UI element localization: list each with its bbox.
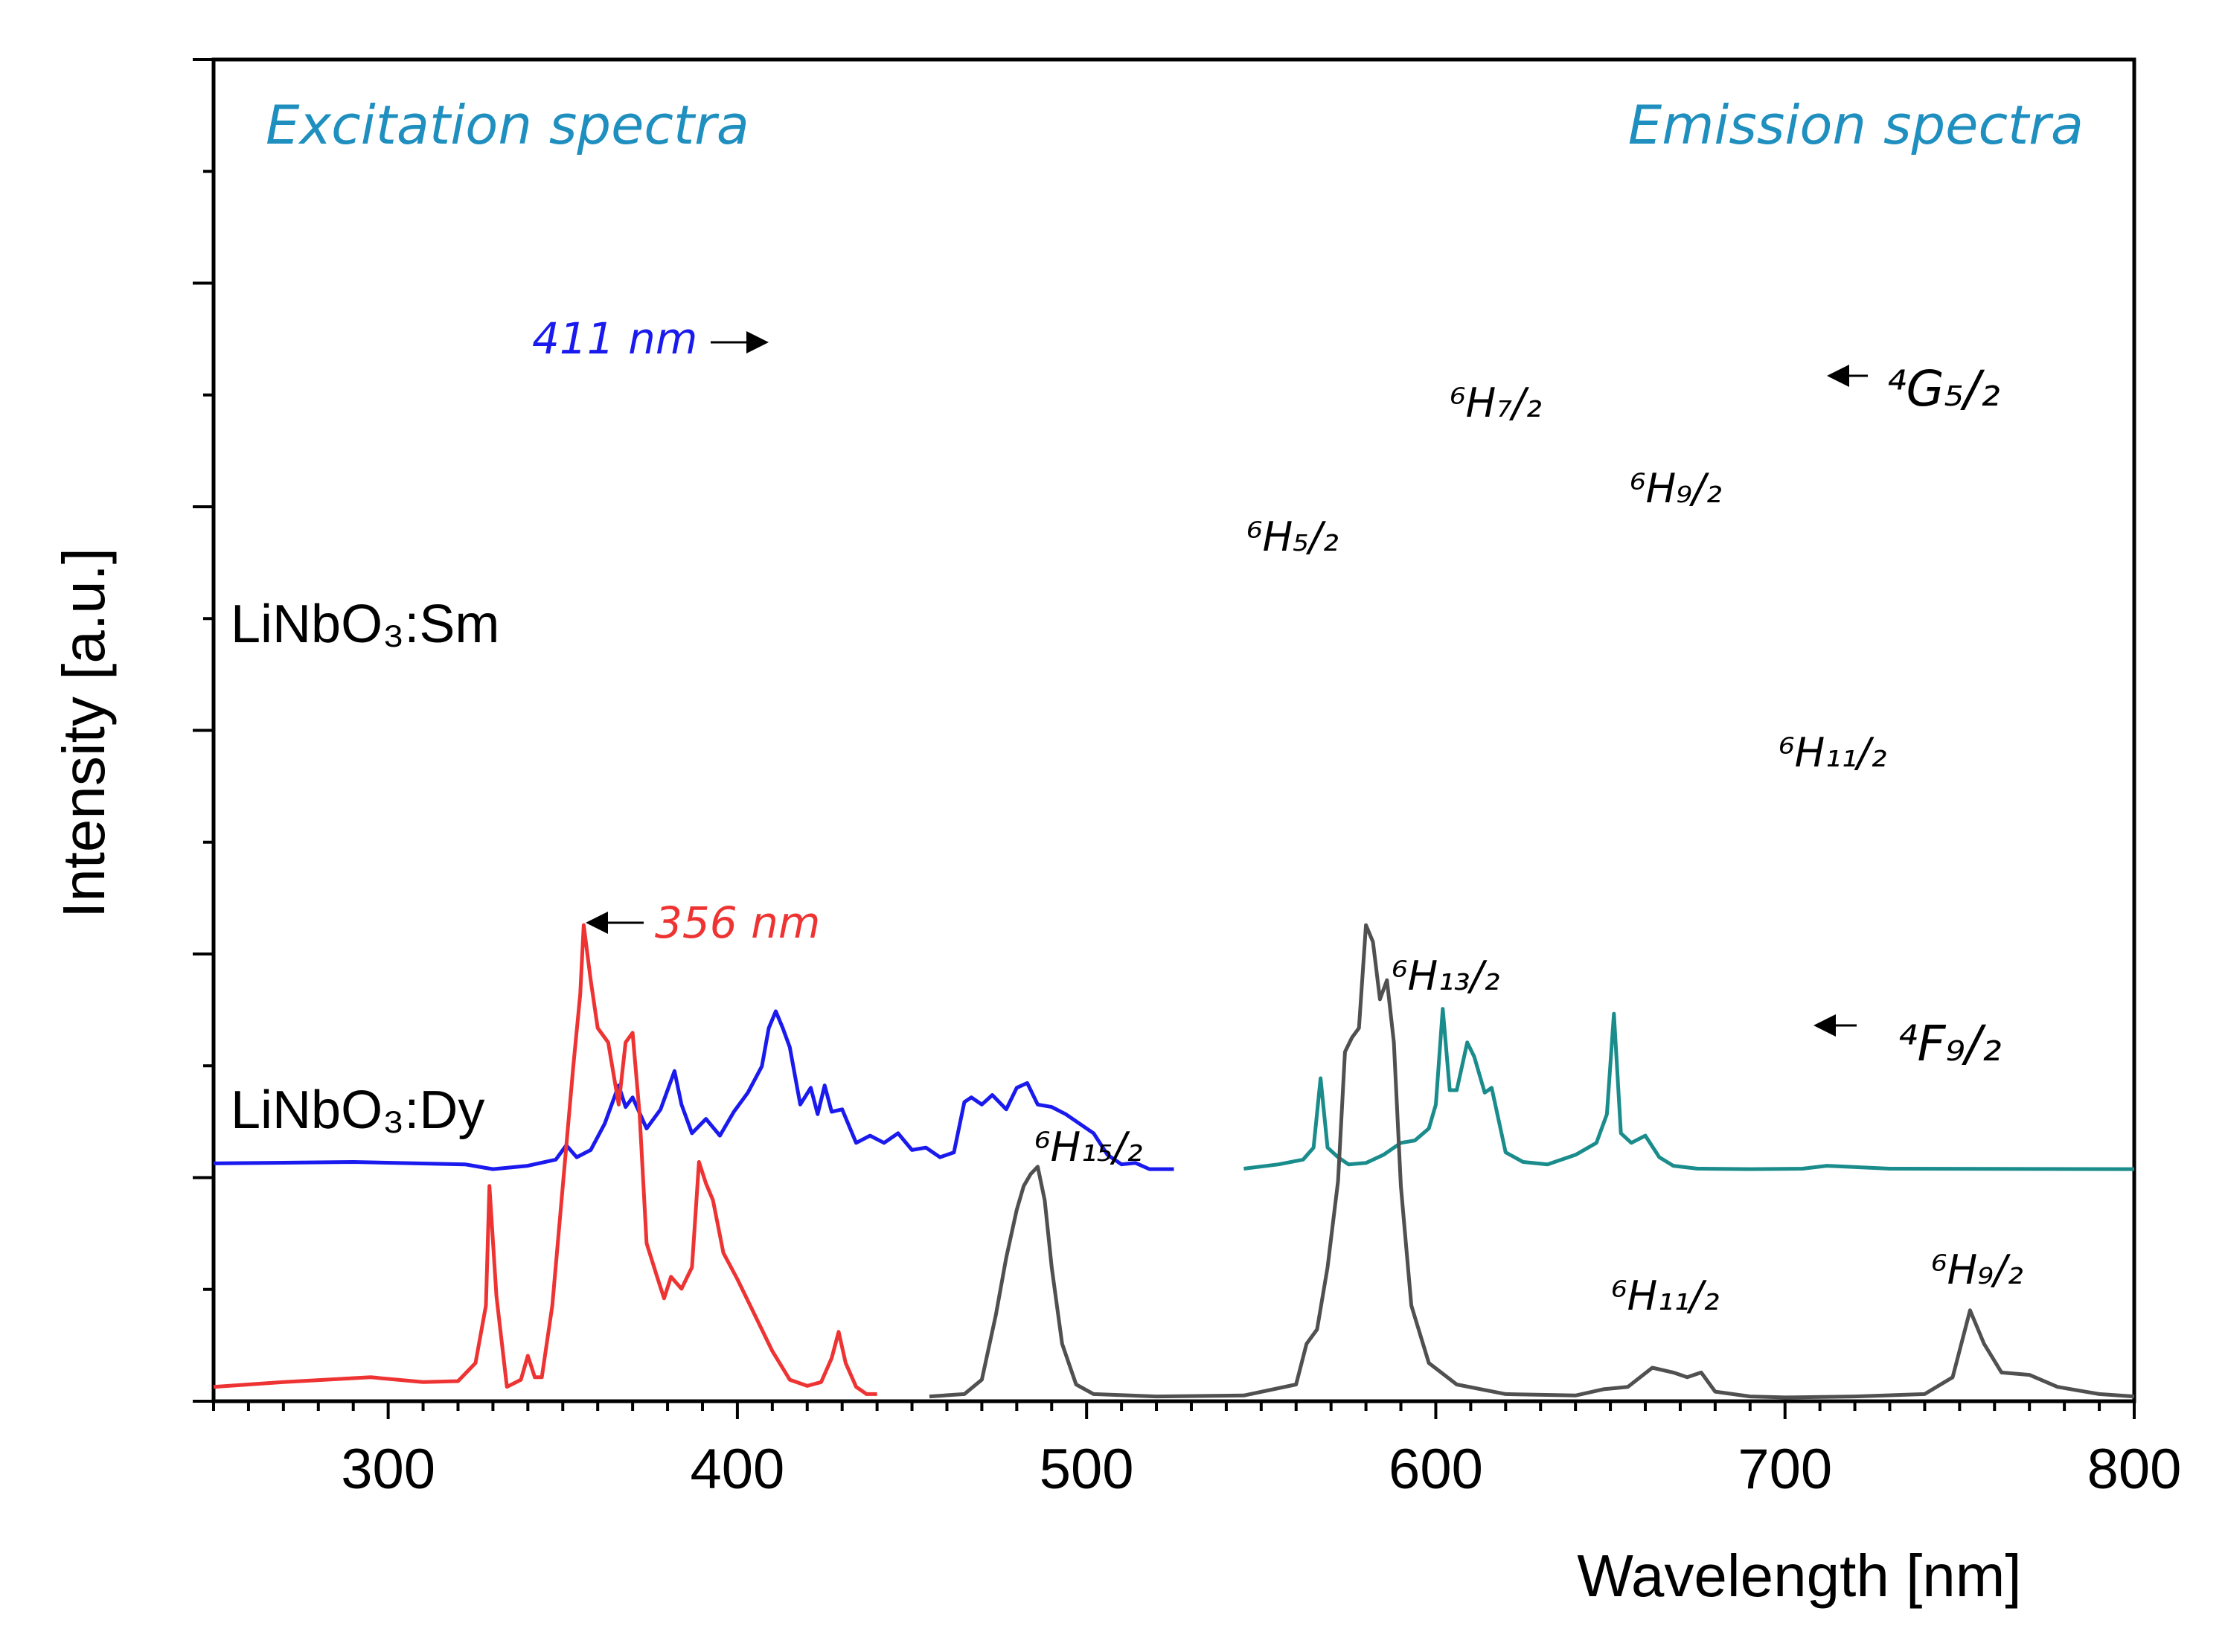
x-axis-title: Wavelength [nm] — [1577, 1543, 2021, 1609]
sm-level-label: ⁴G₅/₂ — [1886, 360, 2000, 417]
dy-transition-h152: ⁶H₁₅/₂ — [1034, 1124, 1142, 1171]
x-tick-label: 700 — [1738, 1438, 1832, 1501]
sample-label-sm: LiNbO₃:Sm — [231, 595, 499, 654]
dy-transition-h92: ⁶H₉/₂ — [1931, 1246, 2023, 1293]
series-layer — [213, 923, 2135, 1400]
series-line-1 — [213, 1009, 1174, 1171]
x-tick-label: 400 — [691, 1438, 785, 1501]
sm-transition-h112: ⁶H₁₁/₂ — [1779, 729, 1886, 776]
x-tick-label: 500 — [1040, 1438, 1134, 1501]
x-tick-label: 600 — [1389, 1438, 1483, 1501]
series-line-3 — [213, 923, 877, 1396]
series-line-4 — [929, 923, 2135, 1400]
x-axis-ticks: 300 400 500 600 700 800 — [212, 1401, 2182, 1501]
excitation-title: Excitation spectra — [266, 94, 749, 156]
sm-transition-h52: ⁶H₅/₂ — [1246, 513, 1339, 560]
dy-transition-h132: ⁶H₁₃/₂ — [1392, 953, 1499, 999]
dy-transition-h112: ⁶H₁₁/₂ — [1611, 1272, 1719, 1319]
y-axis-title: Intensity [a.u.] — [51, 548, 117, 918]
dy-level-label: ⁴F₉/₂ — [1898, 1015, 2002, 1072]
series-line-2 — [1243, 1007, 2135, 1171]
y-axis-ticks — [193, 58, 214, 1403]
sm-peak-label: 411 nm — [532, 313, 697, 364]
x-tick-label: 300 — [341, 1438, 435, 1501]
x-tick-label: 800 — [2087, 1438, 2182, 1501]
emission-title: Emission spectra — [1628, 94, 2084, 156]
sample-label-dy: LiNbO₃:Dy — [231, 1080, 484, 1140]
sm-transition-h72: ⁶H₇/₂ — [1450, 380, 1542, 426]
dy-peak-label: 356 nm — [655, 897, 820, 948]
sm-transition-h92: ⁶H₉/₂ — [1630, 465, 1722, 512]
